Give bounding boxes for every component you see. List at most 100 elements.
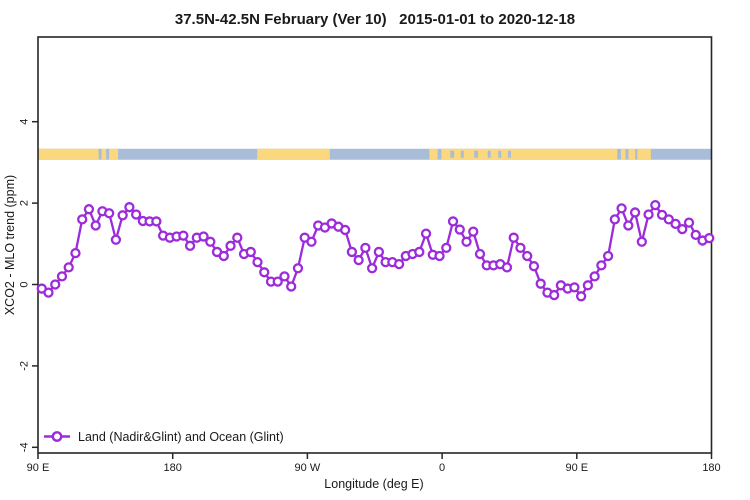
data-point (292, 263, 304, 274)
data-point (90, 220, 101, 231)
inland-sea-speck (498, 150, 502, 158)
x-axis-label: Longitude (deg E) (324, 477, 423, 491)
data-point (683, 217, 695, 228)
data-point (690, 229, 701, 240)
data-point (279, 271, 290, 282)
data-point (636, 236, 647, 247)
data-point (232, 232, 243, 243)
data-point (353, 254, 364, 266)
data-point (454, 224, 465, 235)
data-point (110, 234, 122, 245)
data-point (151, 216, 162, 227)
land-strip-segment (441, 148, 618, 160)
x-tick-label: 90 W (295, 462, 321, 474)
land-strip-segment (628, 148, 636, 160)
inland-sea-speck (487, 150, 491, 158)
inland-sea-speck (460, 150, 464, 158)
land-strip-segment (637, 148, 651, 160)
legend: Land (Nadir&Glint) and Ocean (Glint) (44, 430, 284, 444)
data-point (77, 214, 88, 225)
data-point (272, 276, 283, 287)
data-point (340, 224, 351, 236)
data-point (63, 262, 74, 273)
x-tick-label: 0 (439, 462, 445, 474)
x-tick-label: 90 E (565, 462, 588, 474)
data-point (178, 230, 189, 241)
data-point (43, 287, 54, 298)
data-point (468, 226, 479, 237)
data-point (643, 209, 654, 220)
data-point (373, 246, 385, 258)
data-point (650, 199, 661, 211)
y-tick-label: 4 (19, 119, 31, 125)
land-strip-segment (109, 148, 119, 160)
data-point (474, 248, 486, 260)
data-point (515, 242, 526, 254)
inland-sea-speck (507, 150, 511, 158)
data-point (205, 236, 216, 247)
data-point (245, 246, 256, 258)
data-point (420, 228, 432, 239)
data-point (609, 214, 621, 225)
data-point (629, 207, 641, 218)
y-tick-label: -4 (19, 442, 31, 452)
data-point (663, 214, 674, 225)
land-strip-segment (101, 148, 107, 160)
x-tick-label: 180 (164, 462, 182, 474)
data-point (434, 250, 445, 262)
x-tick-label: 90 E (27, 462, 50, 474)
data-point (441, 242, 452, 254)
data-point (117, 210, 128, 221)
y-tick-label: -2 (19, 361, 31, 371)
data-point (616, 203, 627, 214)
data-point (124, 202, 135, 213)
data-point (259, 267, 270, 278)
data-point (677, 223, 688, 235)
data-point (575, 291, 587, 302)
plot-frame (37, 36, 713, 454)
legend-marker-icon (51, 431, 63, 442)
data-point (225, 240, 236, 251)
land-strip-segment (620, 148, 626, 160)
data-point (346, 246, 358, 258)
data-point (569, 282, 580, 293)
land-strip-segment (38, 148, 99, 160)
data-point (414, 246, 425, 258)
data-point (50, 279, 61, 290)
ocean-strip (38, 148, 712, 160)
data-point (623, 220, 634, 231)
inland-sea-speck (450, 150, 455, 158)
data-point (198, 231, 209, 242)
data-point (360, 242, 371, 254)
data-point (596, 260, 607, 271)
land-strip-segment (429, 148, 438, 160)
data-point (306, 236, 317, 247)
data-point (656, 209, 668, 221)
data-point (218, 250, 229, 262)
data-point (56, 271, 68, 282)
data-point (670, 218, 681, 230)
y-tick-label: 2 (19, 200, 31, 206)
data-point (286, 281, 297, 292)
data-point (461, 236, 472, 247)
data-point (501, 262, 513, 273)
data-point (130, 209, 142, 220)
data-point (184, 240, 196, 251)
data-point (582, 280, 594, 291)
data-point (528, 261, 540, 272)
data-point (522, 250, 533, 262)
data-point (83, 204, 95, 215)
inland-sea-speck (474, 150, 479, 158)
y-tick-label: 0 (19, 281, 31, 287)
data-point (704, 232, 715, 244)
data-point (252, 256, 263, 268)
x-tick-label: 180 (702, 462, 720, 474)
data-point (366, 263, 378, 274)
data-point (447, 216, 459, 227)
data-point (393, 258, 405, 270)
chart-title: 37.5N-42.5N February (Ver 10) 2015-01-01… (175, 11, 575, 28)
plot-dynamic-layer: -4 -2 0 2 4 90 E 180 90 W 0 90 E 180 (19, 36, 721, 474)
legend-label: Land (Nadir&Glint) and Ocean (Glint) (78, 430, 284, 444)
